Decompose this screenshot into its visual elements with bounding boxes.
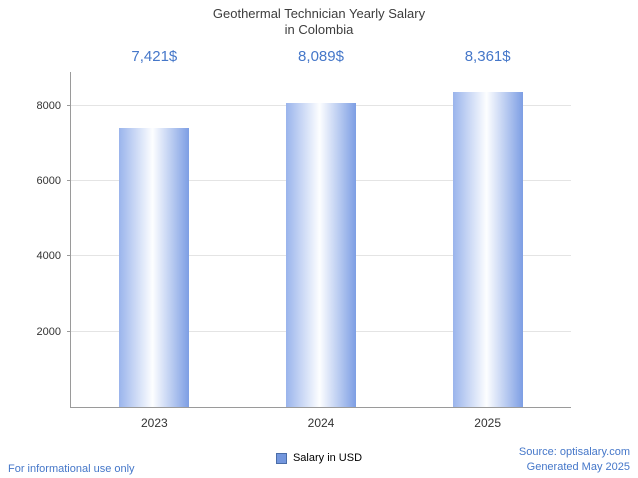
plot-area: 2000 4000 6000 8000 2023 7,421$ 2024 8,089$ 2025… <box>37 48 571 430</box>
chart-title-line2: in Colombia <box>284 22 354 37</box>
y-tick-label: 2000 <box>36 325 61 338</box>
chart-title: Geothermal Technician Yearly Salary in C… <box>0 6 638 38</box>
y-tick-mark <box>67 255 71 257</box>
y-tick-label: 4000 <box>36 250 61 263</box>
y-tick-mark <box>67 330 71 332</box>
legend-swatch <box>275 452 287 464</box>
source-text: Source: optisalary.com Generated May 202… <box>519 445 630 475</box>
disclaimer-text: For informational use only <box>8 463 135 475</box>
chart-title-line1: Geothermal Technician Yearly Salary <box>212 6 426 21</box>
legend-label: Salary in USD <box>292 452 363 464</box>
y-tick-label: 6000 <box>36 175 61 188</box>
bar-value-label: 8,361$ <box>464 48 511 65</box>
bar-value-label: 7,421$ <box>131 48 178 65</box>
x-tick-label: 2024 <box>307 416 335 430</box>
bar-2024 <box>286 102 356 407</box>
bar-value-label: 8,089$ <box>298 48 344 65</box>
x-tick-label: 2025 <box>474 416 502 430</box>
y-tick-mark <box>67 104 71 106</box>
generated-line: Generated May 2025 <box>526 461 630 473</box>
legend: Salary in USD <box>0 452 638 464</box>
bar-2025 <box>452 92 523 407</box>
source-line: Source: optisalary.com <box>518 446 630 458</box>
bar-2023 <box>119 127 190 407</box>
y-tick-label: 8000 <box>36 99 61 112</box>
y-tick-mark <box>67 180 71 182</box>
x-tick-label: 2023 <box>140 416 168 430</box>
